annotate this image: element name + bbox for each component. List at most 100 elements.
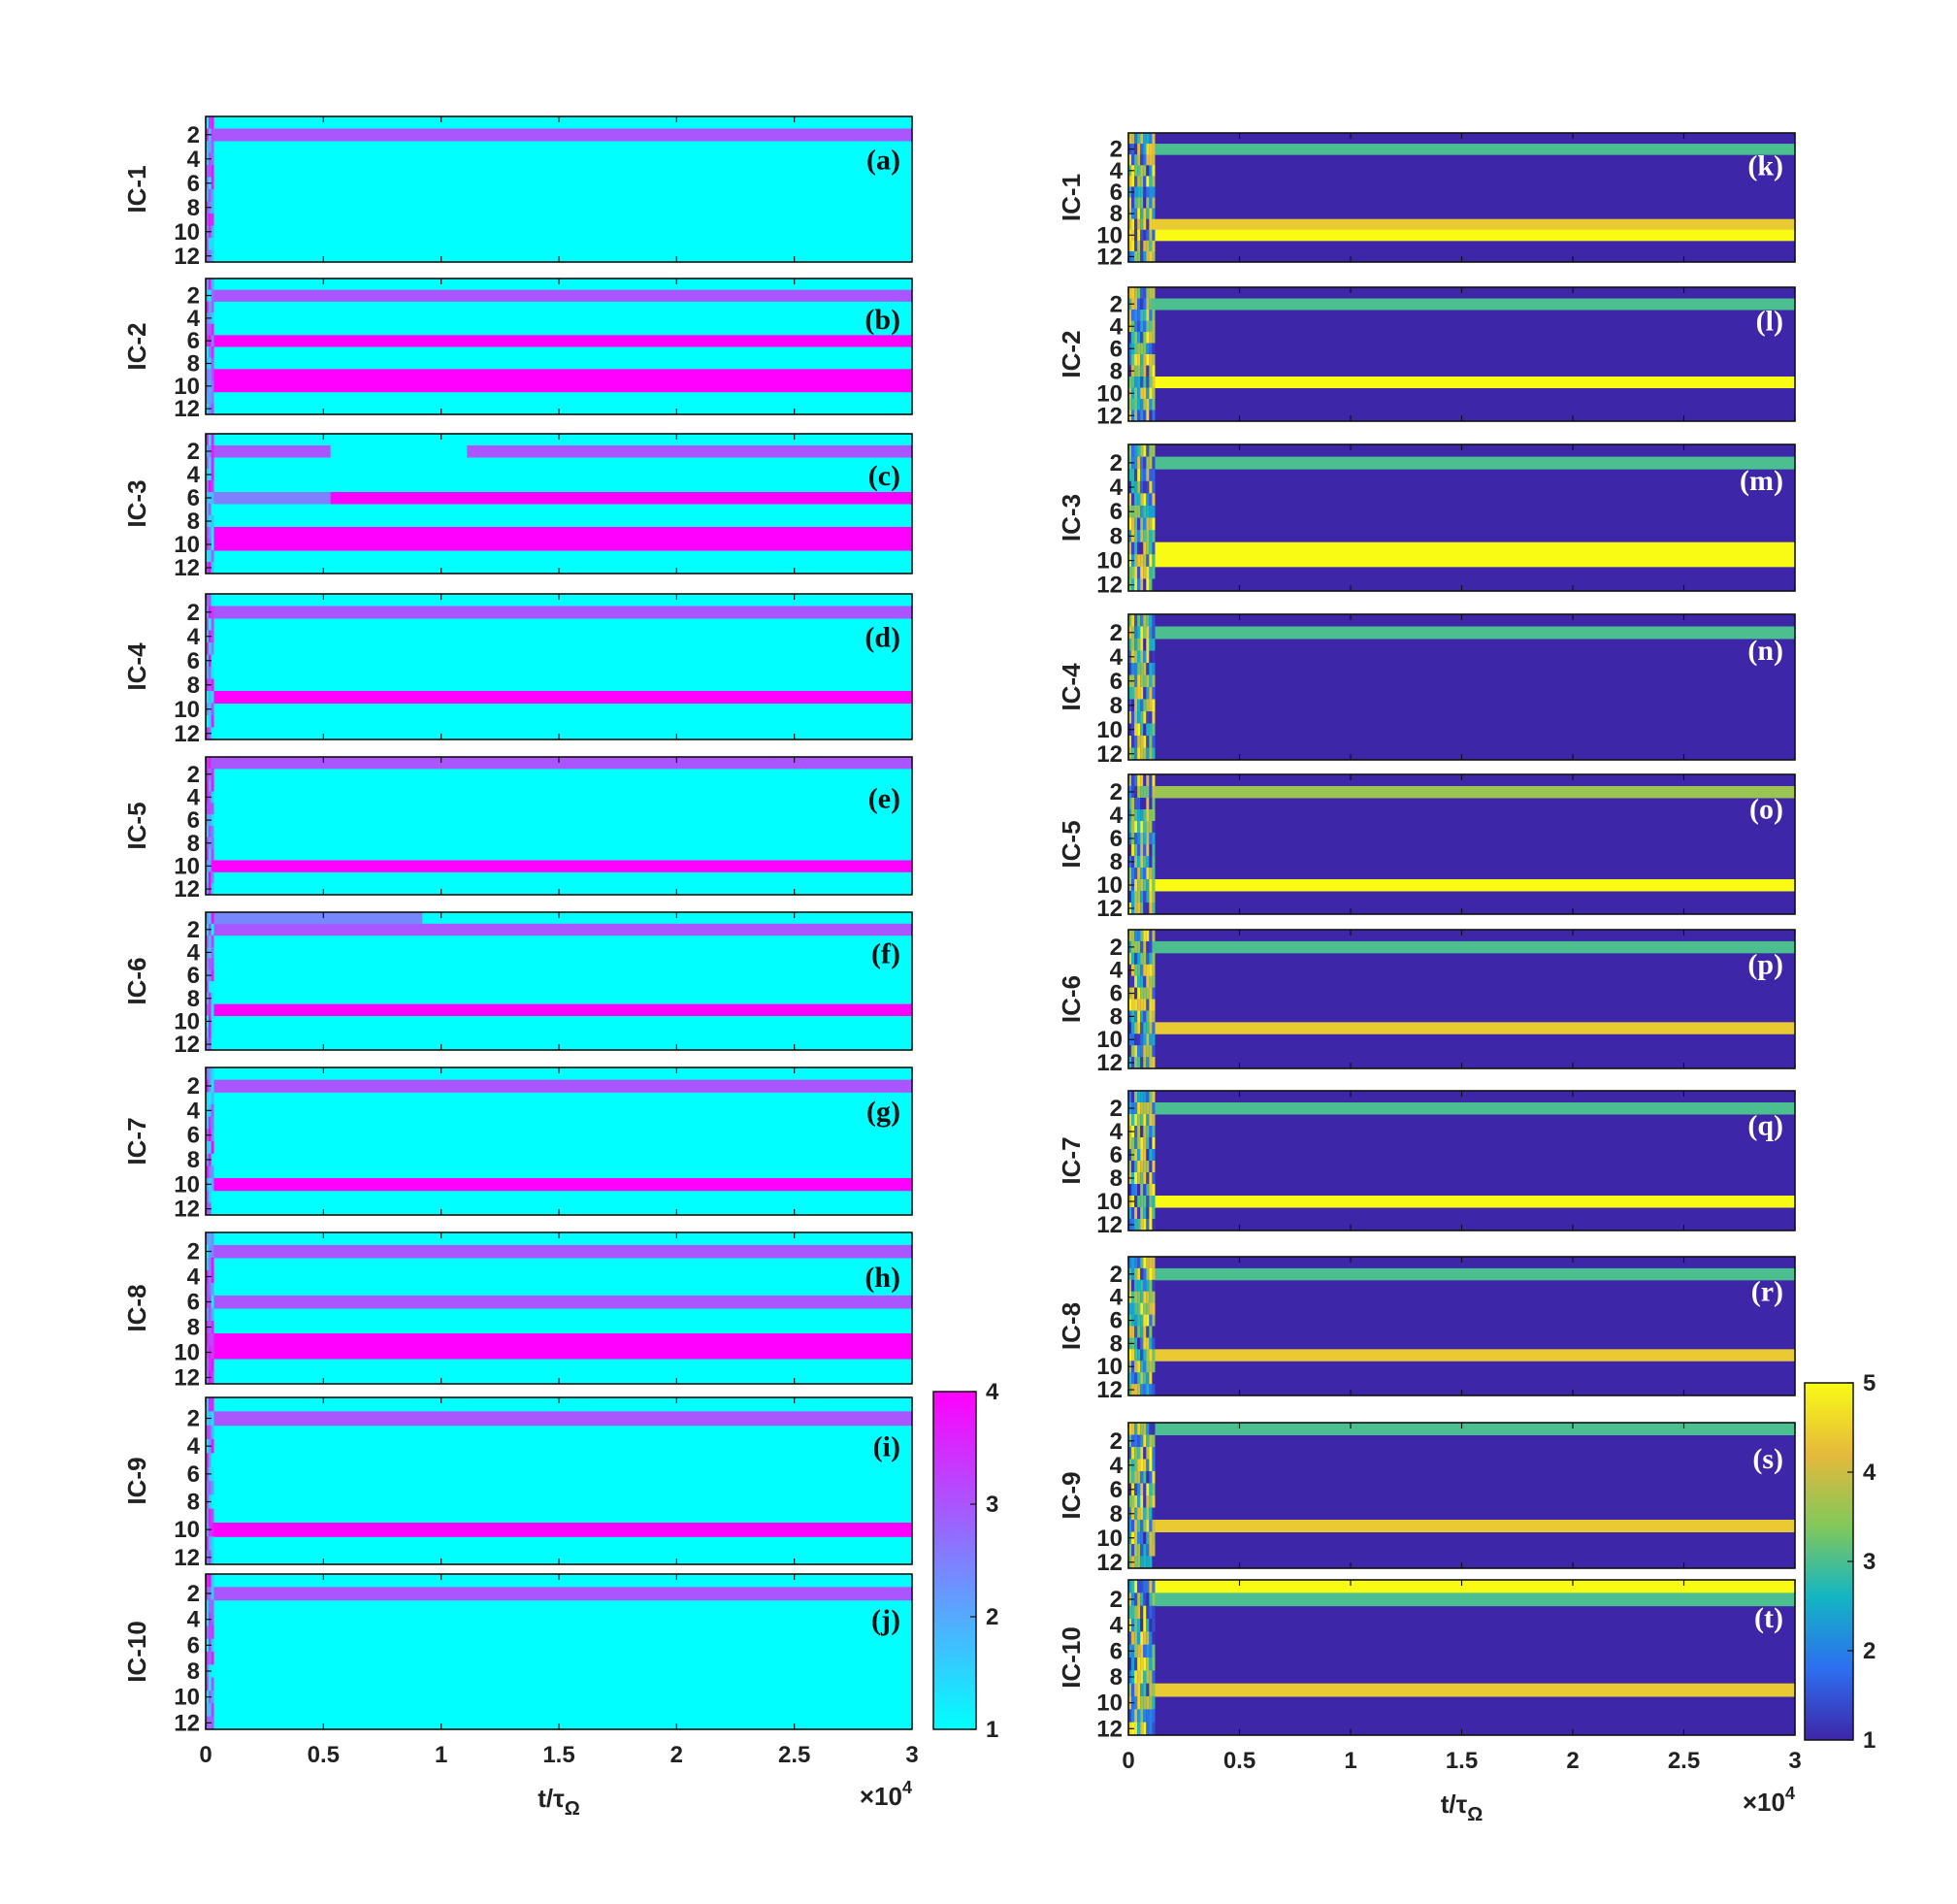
transient-cell: [1146, 844, 1150, 857]
transient-cell: [211, 958, 214, 970]
transient-cell: [1149, 554, 1153, 568]
transient-cell: [1140, 999, 1144, 1011]
transient-cell: [1137, 469, 1141, 482]
transient-cell: [1143, 1531, 1147, 1545]
transient-cell: [211, 492, 214, 505]
transient-cell: [1146, 530, 1150, 543]
transient-cell: [1152, 1126, 1156, 1138]
x-tick-label: 2.5: [778, 1742, 810, 1768]
y-tick-label: 12: [1096, 1377, 1123, 1403]
transient-cell: [208, 1116, 212, 1130]
transient-cell: [1146, 663, 1150, 675]
state-band: [1155, 940, 1795, 954]
panel-ylabel: IC-8: [122, 1284, 151, 1331]
transient-cell: [1140, 1683, 1144, 1697]
transient-cell: [1149, 310, 1153, 321]
transient-cell: [1140, 298, 1144, 311]
transient-cell: [1143, 377, 1147, 388]
transient-cell: [1128, 736, 1132, 748]
transient-cell: [211, 141, 214, 153]
state-band: [213, 539, 912, 551]
transient-cell: [1140, 444, 1144, 458]
y-tick-label: 6: [1110, 336, 1123, 362]
y-tick-label: 4: [187, 624, 201, 650]
state-band: [213, 128, 912, 142]
transient-cell: [1143, 1010, 1147, 1023]
y-tick-label: 12: [1096, 741, 1123, 768]
transient-cell: [1149, 320, 1153, 333]
transient-cell: [1149, 1349, 1153, 1362]
transient-cell: [1143, 554, 1147, 568]
transient-cell: [206, 1652, 209, 1665]
transient-cell: [1137, 154, 1141, 166]
transient-cell: [211, 128, 214, 142]
transient-cell: [1140, 1592, 1144, 1607]
transient-cell: [1137, 176, 1141, 187]
transient-cell: [1146, 1172, 1150, 1185]
transient-cell: [1128, 1580, 1132, 1593]
transient-cell: [1137, 165, 1141, 177]
transient-cell: [1137, 1161, 1141, 1173]
transient-cell: [1140, 940, 1144, 954]
transient-cell: [1134, 566, 1138, 579]
transient-cell: [1128, 469, 1132, 482]
transient-cell: [208, 369, 212, 381]
transient-cell: [1152, 930, 1156, 942]
transient-cell: [1140, 1149, 1144, 1162]
transient-cell: [211, 654, 214, 668]
transient-cell: [1146, 176, 1150, 187]
transient-cell: [206, 1599, 209, 1614]
transient-cell: [1152, 1483, 1156, 1496]
transient-cell: [1152, 1556, 1156, 1569]
transient-cell: [1146, 626, 1150, 640]
transient-cell: [1140, 542, 1144, 555]
y-tick-label: 6: [1110, 981, 1123, 1007]
panel-ylabel: IC-10: [1057, 1626, 1086, 1689]
transient-cell: [1149, 964, 1153, 977]
state-band: [1155, 1683, 1795, 1697]
transient-cell: [1143, 1034, 1147, 1046]
transient-cell: [1152, 229, 1156, 242]
transient-cell: [208, 1359, 212, 1372]
transient-cell: [1143, 1722, 1147, 1736]
state-band: [1155, 1102, 1795, 1115]
transient-cell: [1143, 229, 1147, 242]
transient-cell: [1143, 343, 1147, 355]
transient-cell: [1149, 144, 1153, 155]
transient-cell: [1143, 736, 1147, 748]
transient-cell: [1131, 240, 1135, 252]
transient-cell: [1140, 1423, 1144, 1435]
transient-cell: [1137, 1423, 1141, 1435]
transient-cell: [211, 165, 214, 178]
transient-cell: [1128, 774, 1132, 787]
y-tick-label: 12: [174, 1032, 200, 1058]
transient-cell: [1131, 1605, 1135, 1620]
transient-cell: [1131, 952, 1135, 966]
transient-cell: [1131, 176, 1135, 187]
transient-cell: [1128, 1520, 1132, 1532]
transient-cell: [1134, 964, 1138, 977]
y-tick-label: 2: [1110, 620, 1123, 646]
transient-cell: [1143, 1126, 1147, 1138]
y-tick-label: 4: [1110, 313, 1124, 340]
transient-cell: [1134, 1337, 1138, 1350]
transient-cell: [1140, 517, 1144, 531]
transient-cell: [1146, 1447, 1150, 1460]
transient-cell: [211, 1258, 214, 1271]
transient-cell: [1137, 1483, 1141, 1496]
transient-cell: [211, 1523, 214, 1537]
transient-cell: [1146, 186, 1150, 198]
transient-cell: [211, 1092, 214, 1105]
transient-cell: [1149, 1207, 1153, 1220]
transient-cell: [208, 1141, 212, 1155]
x-exponent-power: 4: [902, 1778, 912, 1797]
y-tick-label: 10: [174, 1340, 200, 1366]
state-band: [213, 1245, 912, 1259]
transient-cell: [1149, 133, 1153, 145]
state-band-partial: [213, 912, 423, 925]
heatmap-background: [1128, 1423, 1795, 1568]
state-band: [213, 1079, 912, 1093]
y-tick-label: 6: [187, 963, 200, 989]
transient-cell: [1131, 999, 1135, 1011]
